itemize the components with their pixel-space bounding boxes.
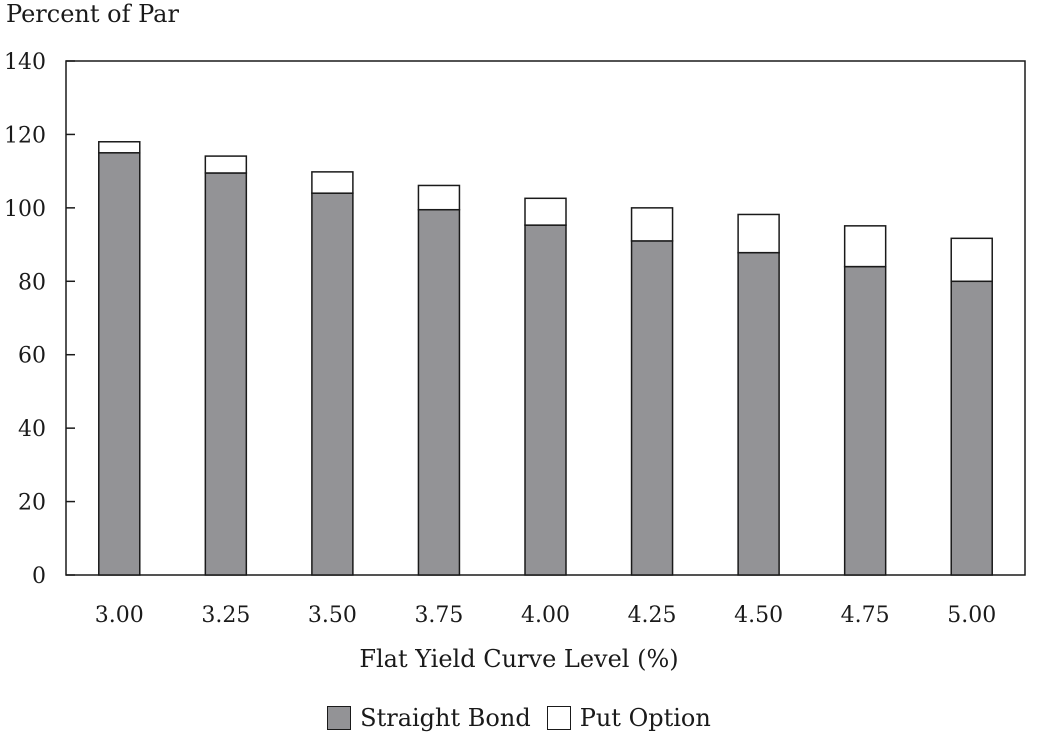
legend-swatch-put-option [546, 706, 571, 730]
y-tick-label: 100 [4, 197, 46, 222]
y-tick-label: 20 [18, 491, 46, 516]
bar-straight-bond [417, 208, 461, 576]
x-tick-label: 4.75 [841, 603, 890, 628]
bar-straight-bond [204, 172, 248, 576]
bar-put-option [630, 207, 674, 242]
x-tick-label: 4.25 [628, 603, 677, 628]
legend-label-straight-bond: Straight Bond [360, 704, 531, 732]
bar-straight-bond [311, 192, 354, 576]
bar-put-option [524, 197, 567, 226]
bar-straight-bond [98, 152, 141, 576]
x-tick-label: 4.00 [521, 603, 570, 628]
x-tick-label: 3.25 [201, 603, 250, 628]
y-ticks-group: 0 20 40 60 80 100 120 140 [4, 50, 75, 589]
bar-put-option [417, 184, 461, 211]
bars-group [98, 141, 993, 576]
bar-put-option [204, 155, 248, 174]
bar-put-option [843, 225, 887, 268]
x-tick-label: 3.50 [308, 603, 357, 628]
bar-put-option [98, 141, 141, 154]
legend-swatch-straight-bond [327, 706, 352, 730]
x-axis-title: Flat Yield Curve Level (%) [359, 645, 679, 673]
y-tick-label: 0 [32, 564, 46, 589]
legend-item-straight-bond: Straight Bond [327, 704, 531, 732]
bar-put-option [950, 237, 993, 283]
legend-label-put-option: Put Option [579, 704, 711, 732]
y-tick-label: 80 [18, 270, 46, 295]
bar-straight-bond [524, 224, 567, 576]
x-tick-label: 3.75 [414, 603, 463, 628]
y-tick-label: 60 [18, 344, 46, 369]
x-tick-label: 5.00 [947, 603, 996, 628]
y-tick-label: 120 [4, 123, 46, 148]
legend-item-put-option: Put Option [546, 704, 711, 732]
bar-put-option [737, 213, 780, 254]
bar-put-option [311, 171, 354, 194]
bar-straight-bond [950, 280, 993, 576]
legend: Straight Bond Put Option [0, 704, 1038, 732]
bar-straight-bond [843, 265, 887, 576]
x-tick-label: 4.50 [734, 603, 783, 628]
x-ticks-group: 3.00 3.25 3.50 3.75 4.00 4.25 4.50 4.75 5.00 [95, 603, 996, 628]
y-tick-label: 140 [4, 50, 46, 75]
y-axis-title: Percent of Par [6, 0, 179, 28]
y-tick-label: 40 [18, 417, 46, 442]
x-tick-label: 3.00 [95, 603, 144, 628]
bar-straight-bond [630, 240, 674, 576]
bar-straight-bond [737, 251, 780, 576]
